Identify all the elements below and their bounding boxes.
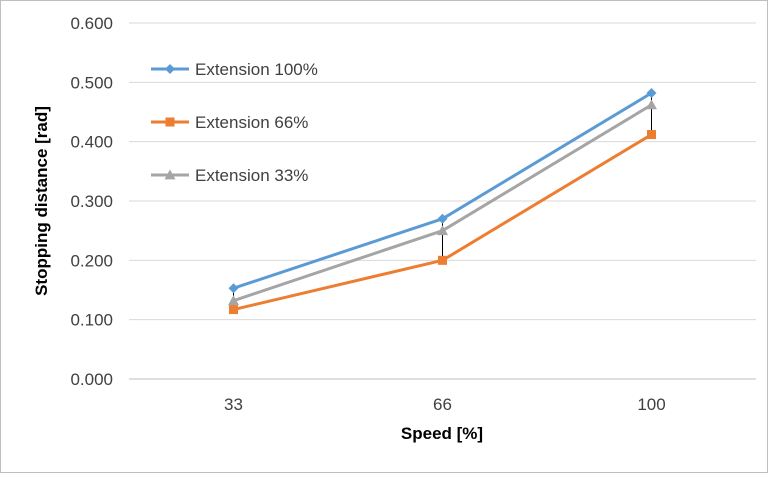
legend-label: Extension 100% [195,60,318,79]
legend-marker [164,169,176,180]
data-point [646,88,657,99]
series-lines [228,88,657,315]
x-tick-label: 100 [637,395,665,414]
legend-item: Extension 100% [151,60,318,79]
data-point [228,283,239,294]
data-point [646,99,657,110]
legend-label: Extension 33% [195,166,308,185]
data-point [228,295,239,306]
legend-item: Extension 33% [151,166,308,185]
legend-item: Extension 66% [151,113,308,132]
series-extension-100- [228,88,657,294]
y-tick-label: 0.000 [70,370,113,389]
y-axis-title: Stopping distance [rad] [32,106,51,296]
y-tick-label: 0.200 [70,251,113,270]
data-point [438,255,447,265]
x-tick-label: 33 [224,395,243,414]
series-line [232,103,653,303]
tick-labels: 0.000 0.100 0.200 0.300 0.400 0.500 0.600 33 66 1… [70,14,665,414]
x-axis-title: Speed [%] [401,424,483,443]
legend-marker [165,117,175,127]
grid-lines [129,22,756,321]
data-point [437,225,448,236]
series-extension-33- [228,99,657,306]
legend-label: Extension 66% [195,113,308,132]
y-tick-label: 0.400 [70,133,113,152]
series-extension-66- [229,130,656,315]
data-point [647,130,656,140]
y-tick-label: 0.100 [70,311,113,330]
y-tick-label: 0.500 [70,73,113,92]
data-point [229,305,238,315]
y-tick-label: 0.300 [70,192,113,211]
legend: Extension 100% Extension 66% Extension 33% [151,60,318,185]
y-tick-label: 0.600 [70,14,113,33]
data-point [437,213,448,224]
x-tick-label: 66 [433,395,452,414]
legend-marker [165,64,175,74]
